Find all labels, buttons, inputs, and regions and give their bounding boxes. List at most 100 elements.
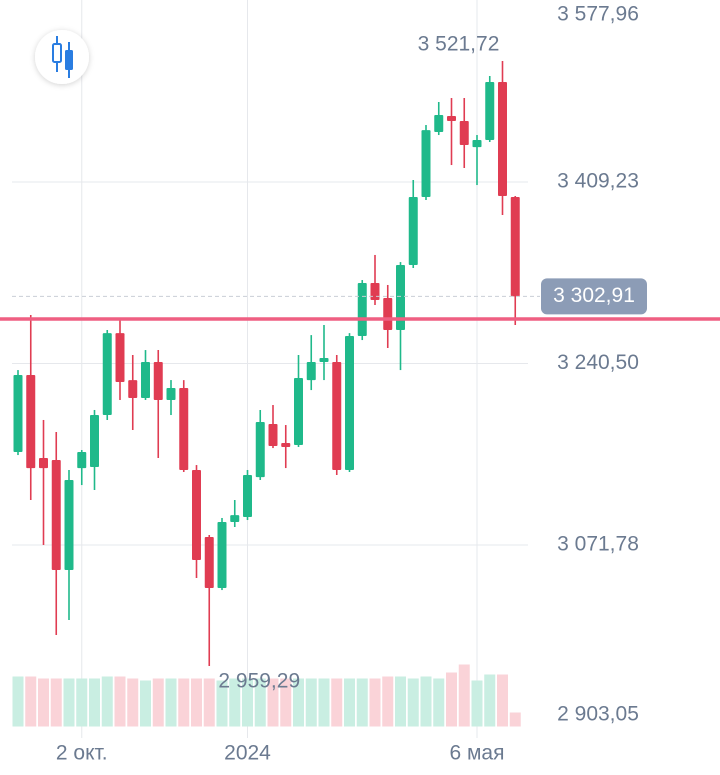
candle-body bbox=[294, 378, 303, 446]
icon-body bbox=[65, 50, 73, 70]
candle-body bbox=[90, 415, 99, 467]
volume-bar bbox=[318, 678, 330, 727]
volume-bar bbox=[267, 678, 279, 727]
candle-body bbox=[459, 121, 469, 146]
volume-bar bbox=[254, 678, 266, 727]
candle-body bbox=[345, 335, 354, 470]
candle-body bbox=[498, 81, 507, 197]
volume-bar bbox=[344, 678, 355, 727]
volume-bar bbox=[101, 676, 113, 727]
volume-bar bbox=[497, 674, 508, 727]
candle-body bbox=[51, 459, 61, 571]
candle-body bbox=[255, 422, 265, 478]
y-tick-label: 3 409,23 bbox=[557, 170, 639, 193]
candle-body bbox=[64, 480, 74, 571]
candle-body bbox=[102, 333, 112, 416]
candle-body bbox=[357, 283, 367, 336]
candle-body bbox=[383, 297, 393, 331]
candle-body bbox=[204, 537, 214, 589]
volume-bar bbox=[216, 680, 228, 727]
candle-body bbox=[166, 388, 176, 400]
candle-body bbox=[26, 375, 36, 469]
volume-bar bbox=[38, 678, 49, 727]
overlays: 3 302,91 bbox=[0, 278, 720, 323]
volume-bar bbox=[127, 678, 139, 727]
volume-bar bbox=[165, 678, 177, 727]
volume-bar bbox=[114, 676, 126, 727]
candle-body bbox=[243, 475, 252, 518]
candle-body bbox=[421, 130, 431, 197]
volume-bar bbox=[509, 712, 521, 727]
volume-bar bbox=[140, 680, 151, 727]
volume-bar bbox=[356, 678, 368, 727]
y-tick-label: 3 577,96 bbox=[557, 3, 639, 26]
candle-body bbox=[179, 388, 189, 470]
volume-bar bbox=[382, 676, 394, 727]
volume-bars bbox=[12, 664, 521, 727]
candle-body bbox=[153, 361, 163, 400]
chart-type-button[interactable] bbox=[35, 30, 89, 84]
candle-body bbox=[268, 423, 278, 447]
candle-body bbox=[472, 139, 482, 148]
candle-body bbox=[77, 452, 87, 469]
x-tick-label: 2 окт. bbox=[56, 742, 108, 765]
candle-body bbox=[319, 358, 329, 362]
volume-bar bbox=[407, 678, 419, 727]
candle-body bbox=[510, 196, 520, 297]
labels: 3 577,96 3 409,23 3 240,50 3 071,78 2 903,05… bbox=[56, 3, 639, 765]
candle-body bbox=[230, 515, 240, 522]
volume-bar bbox=[76, 678, 88, 727]
last-price-badge bbox=[541, 278, 647, 315]
annotation: 2 959,29 bbox=[218, 670, 300, 693]
candle-body bbox=[281, 442, 291, 447]
y-tick-label: 2 903,05 bbox=[557, 703, 639, 726]
volume-bar bbox=[178, 678, 190, 727]
candle-body bbox=[408, 196, 418, 265]
grid bbox=[12, 0, 528, 738]
candle-body bbox=[192, 469, 201, 561]
candle-body bbox=[128, 380, 138, 399]
volume-bar bbox=[420, 676, 432, 727]
volume-bar bbox=[331, 678, 343, 727]
candle-body bbox=[370, 283, 380, 301]
volume-bar bbox=[63, 678, 75, 727]
candle-body bbox=[485, 81, 495, 140]
volume-bar bbox=[484, 674, 496, 727]
volume-bar bbox=[395, 676, 406, 727]
candle-body bbox=[306, 361, 316, 381]
candle-body bbox=[434, 115, 444, 133]
candle-body bbox=[141, 361, 150, 399]
volume-bar bbox=[280, 678, 292, 727]
candle-body bbox=[447, 115, 456, 122]
annotation: 3 521,72 bbox=[418, 33, 500, 56]
volume-bar bbox=[12, 676, 24, 727]
y-tick-label: 3 071,78 bbox=[557, 533, 639, 556]
candle-body bbox=[13, 375, 23, 453]
volume-bar bbox=[25, 676, 37, 727]
x-tick-label: 2024 bbox=[224, 742, 271, 765]
candle-body bbox=[115, 333, 125, 383]
candle-body bbox=[217, 521, 227, 589]
y-tick-label: 3 240,50 bbox=[557, 351, 639, 374]
x-tick-label: 6 мая bbox=[449, 742, 504, 765]
candle-body bbox=[39, 458, 48, 469]
volume-bar bbox=[446, 672, 457, 727]
icon-body bbox=[52, 43, 62, 63]
volume-bar bbox=[458, 664, 470, 727]
candle-body bbox=[396, 264, 405, 331]
volume-bar bbox=[191, 678, 202, 727]
volume-bar bbox=[50, 678, 62, 727]
candle-body bbox=[332, 361, 342, 470]
volume-bar bbox=[471, 680, 483, 727]
candles bbox=[13, 60, 520, 667]
volume-bar bbox=[89, 678, 100, 727]
volume-bar bbox=[203, 678, 215, 727]
volume-bar bbox=[369, 678, 381, 727]
volume-bar bbox=[229, 678, 241, 727]
volume-bar bbox=[242, 678, 253, 727]
last-price-label: 3 302,91 bbox=[553, 284, 635, 307]
volume-bar bbox=[152, 678, 164, 727]
volume-bar bbox=[305, 678, 317, 727]
